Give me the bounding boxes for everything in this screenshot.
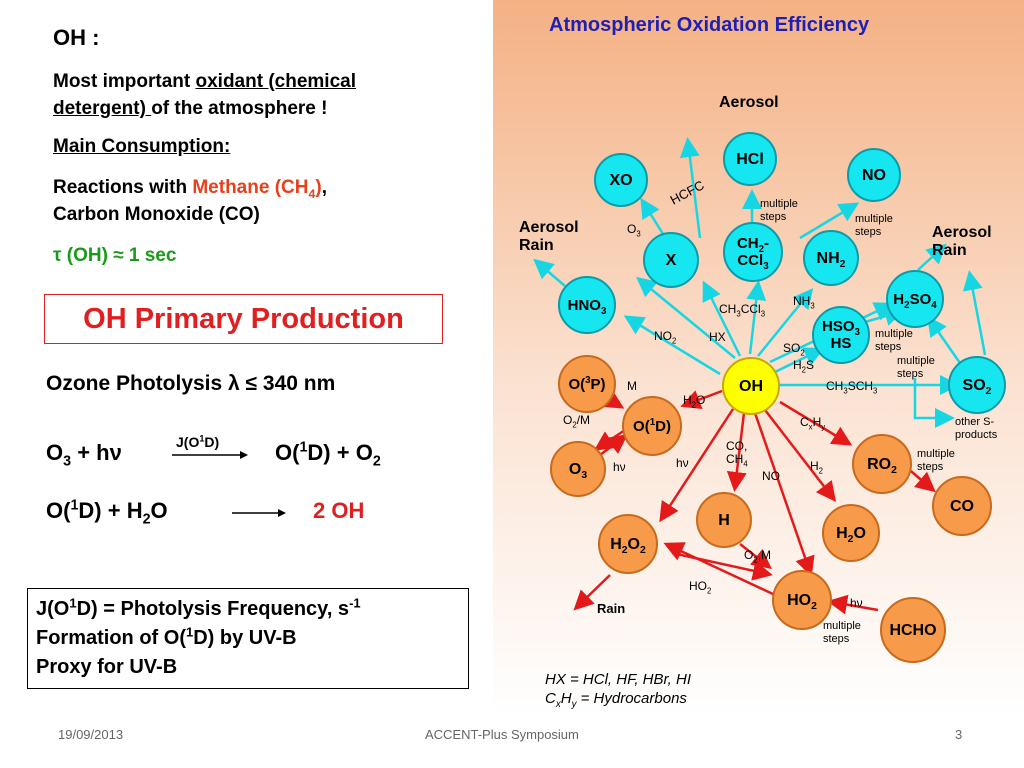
label-no: NO <box>762 469 780 483</box>
label-o3: O3 <box>627 222 641 239</box>
photolysis-line-3: Proxy for UV-B <box>36 656 178 678</box>
node-ch2ccl3: CH2- CCl3 <box>723 222 783 282</box>
equation-1-arrow <box>172 451 248 459</box>
equation-1-arrow-label: J(O1D) <box>176 433 220 450</box>
equation-2-right: 2 OH <box>313 498 365 523</box>
label-hv-2: hν <box>676 456 689 470</box>
red-arrows <box>573 389 936 615</box>
label-multiple-steps-1: multiple steps <box>760 198 798 223</box>
label-other-s-products: other S-products <box>955 416 998 441</box>
node-co: CO <box>932 476 992 536</box>
main-consumption-heading: Main Consumption: <box>53 136 231 157</box>
label-hv-1: hν <box>613 460 626 474</box>
node-ro2: RO2 <box>852 434 912 494</box>
label-o2-m-2: O2,M <box>744 548 772 565</box>
node-h2so4: H2SO4 <box>886 270 944 328</box>
label-co-ch4: CO, CH4 <box>726 439 748 469</box>
node-o3: O3 <box>550 441 606 497</box>
photolysis-info-box: J(O1D) = Photolysis Frequency, s-1 Forma… <box>27 588 469 689</box>
label-aerosol-rain-left: Aerosol Rain <box>519 219 579 254</box>
node-h: H <box>696 492 752 548</box>
label-no2: NO2 <box>654 329 677 346</box>
label-ch3sch3: CH3SCH3 <box>826 379 878 396</box>
footer-page-number: 3 <box>955 727 963 742</box>
label-h2: H2 <box>810 459 824 476</box>
node-nh2: NH2 <box>803 230 859 286</box>
node-hcl: HCl <box>723 132 777 186</box>
label-multiple-steps-4: multiple steps <box>897 355 935 380</box>
label-cxhy: CxHy <box>800 415 826 432</box>
oh-lifetime: τ (OH) ≈ 1 sec <box>53 245 177 266</box>
label-m: M <box>627 379 637 393</box>
label-nh3: NH3 <box>793 294 815 311</box>
node-x: X <box>643 232 699 288</box>
node-hcho: HCHO <box>880 597 946 663</box>
reactions-text: Reactions with Methane (CH4), Carbon Mon… <box>53 177 327 225</box>
label-multiple-steps-5: multiple steps <box>917 448 955 473</box>
node-so2: SO2 <box>948 356 1006 414</box>
diagram-title: Atmospheric Oxidation Efficiency <box>549 14 870 36</box>
equation-1-right: O(1D) + O2 <box>275 439 381 470</box>
diagram-legend: HX = HCl, HF, HBr, HI CxHy = Hydrocarbon… <box>545 670 692 710</box>
node-hno3: HNO3 <box>558 276 616 334</box>
node-o3p: O(3P) <box>558 355 616 413</box>
equation-2-arrow <box>232 509 286 517</box>
label-rain: Rain <box>597 601 626 616</box>
label-multiple-steps-6: multiple steps <box>823 620 861 645</box>
node-ho2: HO2 <box>772 570 832 630</box>
equation-2-left: O(1D) + H2O <box>46 497 168 528</box>
label-so2: SO2 <box>783 341 805 358</box>
legend-line-1: HX = HCl, HF, HBr, HI <box>545 671 692 688</box>
node-o1d: O(1D) <box>622 396 682 456</box>
label-h2o: H2O <box>683 393 706 410</box>
label-ho2: HO2 <box>689 579 712 596</box>
label-h2s: H2S <box>793 358 815 375</box>
label-o2-m: O2/M <box>563 413 591 430</box>
footer-date: 19/09/2013 <box>58 727 124 742</box>
label-multiple-steps-2: multiple steps <box>855 213 893 238</box>
oh-description: Most important oxidant (chemical deterge… <box>53 71 356 119</box>
node-oh: OH <box>722 357 780 415</box>
node-h2o: H2O <box>822 504 880 562</box>
label-multiple-steps-3: multiple steps <box>875 328 913 353</box>
node-hso3-hs: HSO3 HS <box>812 306 870 364</box>
label-aerosol-rain-right: Aerosol Rain <box>932 224 992 259</box>
primary-production-title: OH Primary Production <box>83 302 404 335</box>
primary-production-box: OH Primary Production <box>44 294 443 344</box>
legend-line-2: CxHy = Hydrocarbons <box>545 690 687 710</box>
photolysis-line-2: Formation of O(1D) by UV-B <box>36 624 297 649</box>
label-ch3ccl3: CH3CCl3 <box>719 302 766 319</box>
equation-1-left: O3 + hν <box>46 440 122 470</box>
label-hx: HX <box>709 330 726 344</box>
ozone-photolysis: Ozone Photolysis λ ≤ 340 nm <box>46 372 336 395</box>
node-h2o2: H2O2 <box>598 514 658 574</box>
photolysis-line-1: J(O1D) = Photolysis Frequency, s-1 <box>36 595 361 620</box>
node-xo: XO <box>594 153 648 207</box>
oh-heading: OH : <box>53 25 100 50</box>
label-aerosol-top: Aerosol <box>719 94 779 111</box>
footer-title: ACCENT-Plus Symposium <box>425 727 579 742</box>
label-hv-3: hν <box>850 596 863 610</box>
node-no: NO <box>847 148 901 202</box>
